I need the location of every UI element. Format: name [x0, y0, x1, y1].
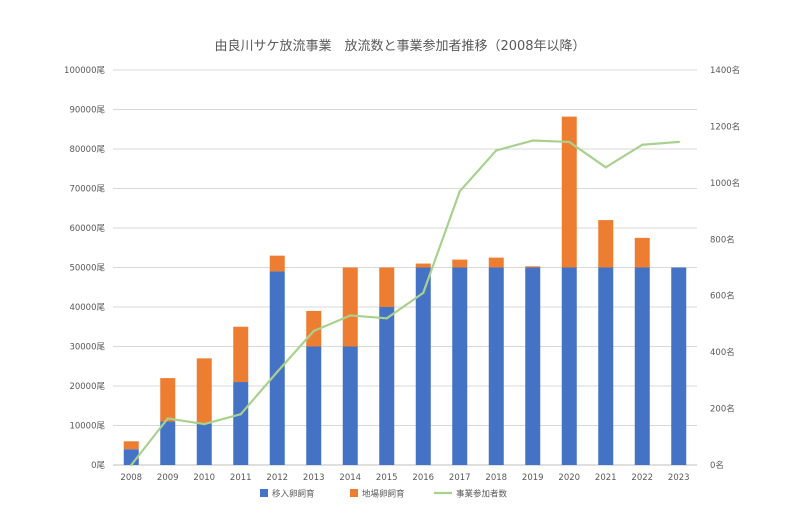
line-series	[130, 139, 680, 467]
x-tick-label: 2008	[120, 473, 142, 483]
right-tick-label: 400名	[710, 347, 735, 358]
left-tick-label: 10000尾	[69, 422, 105, 432]
bar-local-egg-2018	[488, 257, 504, 268]
bar-imported-egg-2013	[306, 346, 322, 465]
bar-local-egg-2012	[269, 255, 285, 272]
bar-imported-egg-2022	[634, 267, 650, 465]
participants-point-2014	[349, 314, 352, 317]
right-tick-label: 800名	[710, 234, 735, 245]
participants-point-2013	[312, 329, 315, 333]
bar-imported-egg-2011	[233, 382, 249, 465]
participants-point-2011	[239, 413, 242, 416]
legend-swatch	[350, 489, 358, 497]
x-tick-label: 2016	[412, 473, 434, 483]
bar-local-egg-2016	[415, 263, 431, 268]
x-tick-label: 2010	[193, 473, 215, 483]
bar-local-egg-2013	[306, 310, 322, 347]
legend-label: 地場卵飼育	[362, 489, 405, 500]
right-tick-label: 0名	[710, 460, 724, 471]
bar-local-egg-2015	[379, 267, 395, 307]
x-tick-label: 2019	[522, 473, 544, 483]
bar-local-egg-2021	[598, 220, 614, 268]
x-tick-label: 2014	[339, 473, 361, 483]
right-tick-label: 1200名	[710, 121, 740, 132]
x-tick-label: 2015	[376, 473, 398, 483]
left-tick-label: 50000尾	[69, 264, 105, 274]
bar-imported-egg-2019	[525, 267, 541, 465]
x-tick-label: 2021	[595, 473, 617, 483]
legend-swatch	[260, 489, 268, 497]
x-axis-ticks: 2008 2009 2010 2011 2012 2013 2014 2015 2016 2017…	[120, 473, 689, 483]
chart-title: 由良川サケ放流事業 放流数と事業参加者推移（2008年以降）	[214, 38, 585, 54]
participants-point-2008	[130, 463, 133, 467]
bar-imported-egg-2015	[379, 307, 395, 465]
bar-imported-egg-2018	[488, 267, 504, 465]
bar-local-egg-2009	[160, 378, 176, 422]
participants-point-2021	[604, 166, 607, 169]
bar-local-egg-2014	[342, 267, 358, 347]
bar-imported-egg-2020	[561, 267, 577, 465]
left-axis-ticks: 0尾 10000尾 20000尾 30000尾 40000尾 50000尾 60000尾 70…	[64, 66, 105, 471]
left-tick-label: 30000尾	[69, 343, 105, 353]
right-tick-label: 600名	[710, 291, 735, 302]
right-tick-label: 1000名	[710, 178, 740, 189]
legend-label: 移入卵飼育	[272, 489, 315, 500]
x-tick-label: 2013	[303, 473, 325, 483]
participants-point-2018	[495, 149, 498, 152]
x-tick-label: 2009	[157, 473, 179, 483]
legend: 移入卵飼育 地場卵飼育 事業参加者数	[260, 489, 508, 500]
left-tick-label: 80000尾	[69, 145, 105, 155]
bar-imported-egg-2021	[598, 267, 614, 465]
participants-point-2010	[203, 422, 206, 426]
bar-imported-egg-2023	[671, 267, 687, 465]
bar-local-egg-2011	[233, 326, 249, 383]
x-tick-label: 2022	[631, 473, 653, 483]
bar-imported-egg-2017	[452, 267, 468, 465]
left-tick-label: 90000尾	[69, 106, 105, 116]
participants-point-2022	[641, 143, 644, 146]
left-tick-label: 20000尾	[69, 382, 105, 392]
x-tick-label: 2017	[449, 473, 471, 483]
participants-point-2016	[422, 291, 425, 295]
participants-point-2023	[677, 140, 680, 144]
left-tick-label: 0尾	[91, 461, 105, 471]
bar-local-egg-2020	[561, 116, 577, 268]
bar-local-egg-2010	[196, 358, 212, 424]
bar-local-egg-2017	[452, 259, 468, 268]
participants-point-2020	[568, 140, 571, 144]
participants-point-2019	[531, 139, 534, 142]
x-tick-label: 2011	[230, 473, 252, 483]
left-tick-label: 60000尾	[69, 224, 105, 234]
right-tick-label: 200名	[710, 404, 735, 415]
left-tick-label: 40000尾	[69, 303, 105, 313]
participants-point-2017	[458, 190, 461, 193]
legend-label: 事業参加者数	[456, 489, 508, 500]
bar-imported-egg-2014	[342, 346, 358, 465]
left-tick-label: 70000尾	[69, 185, 105, 195]
bars	[123, 116, 687, 465]
bar-imported-egg-2012	[269, 271, 285, 465]
bar-local-egg-2022	[634, 237, 650, 268]
bar-imported-egg-2009	[160, 421, 176, 465]
x-tick-label: 2012	[266, 473, 288, 483]
participants-point-2012	[276, 370, 279, 374]
participants-point-2015	[385, 317, 388, 320]
bar-imported-egg-2016	[415, 267, 431, 465]
right-axis-ticks: 0名 200名 400名 600名 800名 1000名 1200名 1400名	[710, 65, 740, 471]
participants-line	[130, 139, 679, 466]
left-tick-label: 100000尾	[64, 66, 105, 76]
bar-imported-egg-2010	[196, 423, 212, 465]
x-tick-label: 2023	[668, 473, 690, 483]
x-tick-label: 2020	[558, 473, 580, 483]
right-tick-label: 1400名	[710, 65, 740, 76]
bar-local-egg-2008	[123, 441, 139, 450]
x-tick-label: 2018	[485, 473, 507, 483]
participants-point-2009	[166, 417, 169, 420]
bar-local-egg-2019	[525, 266, 541, 268]
